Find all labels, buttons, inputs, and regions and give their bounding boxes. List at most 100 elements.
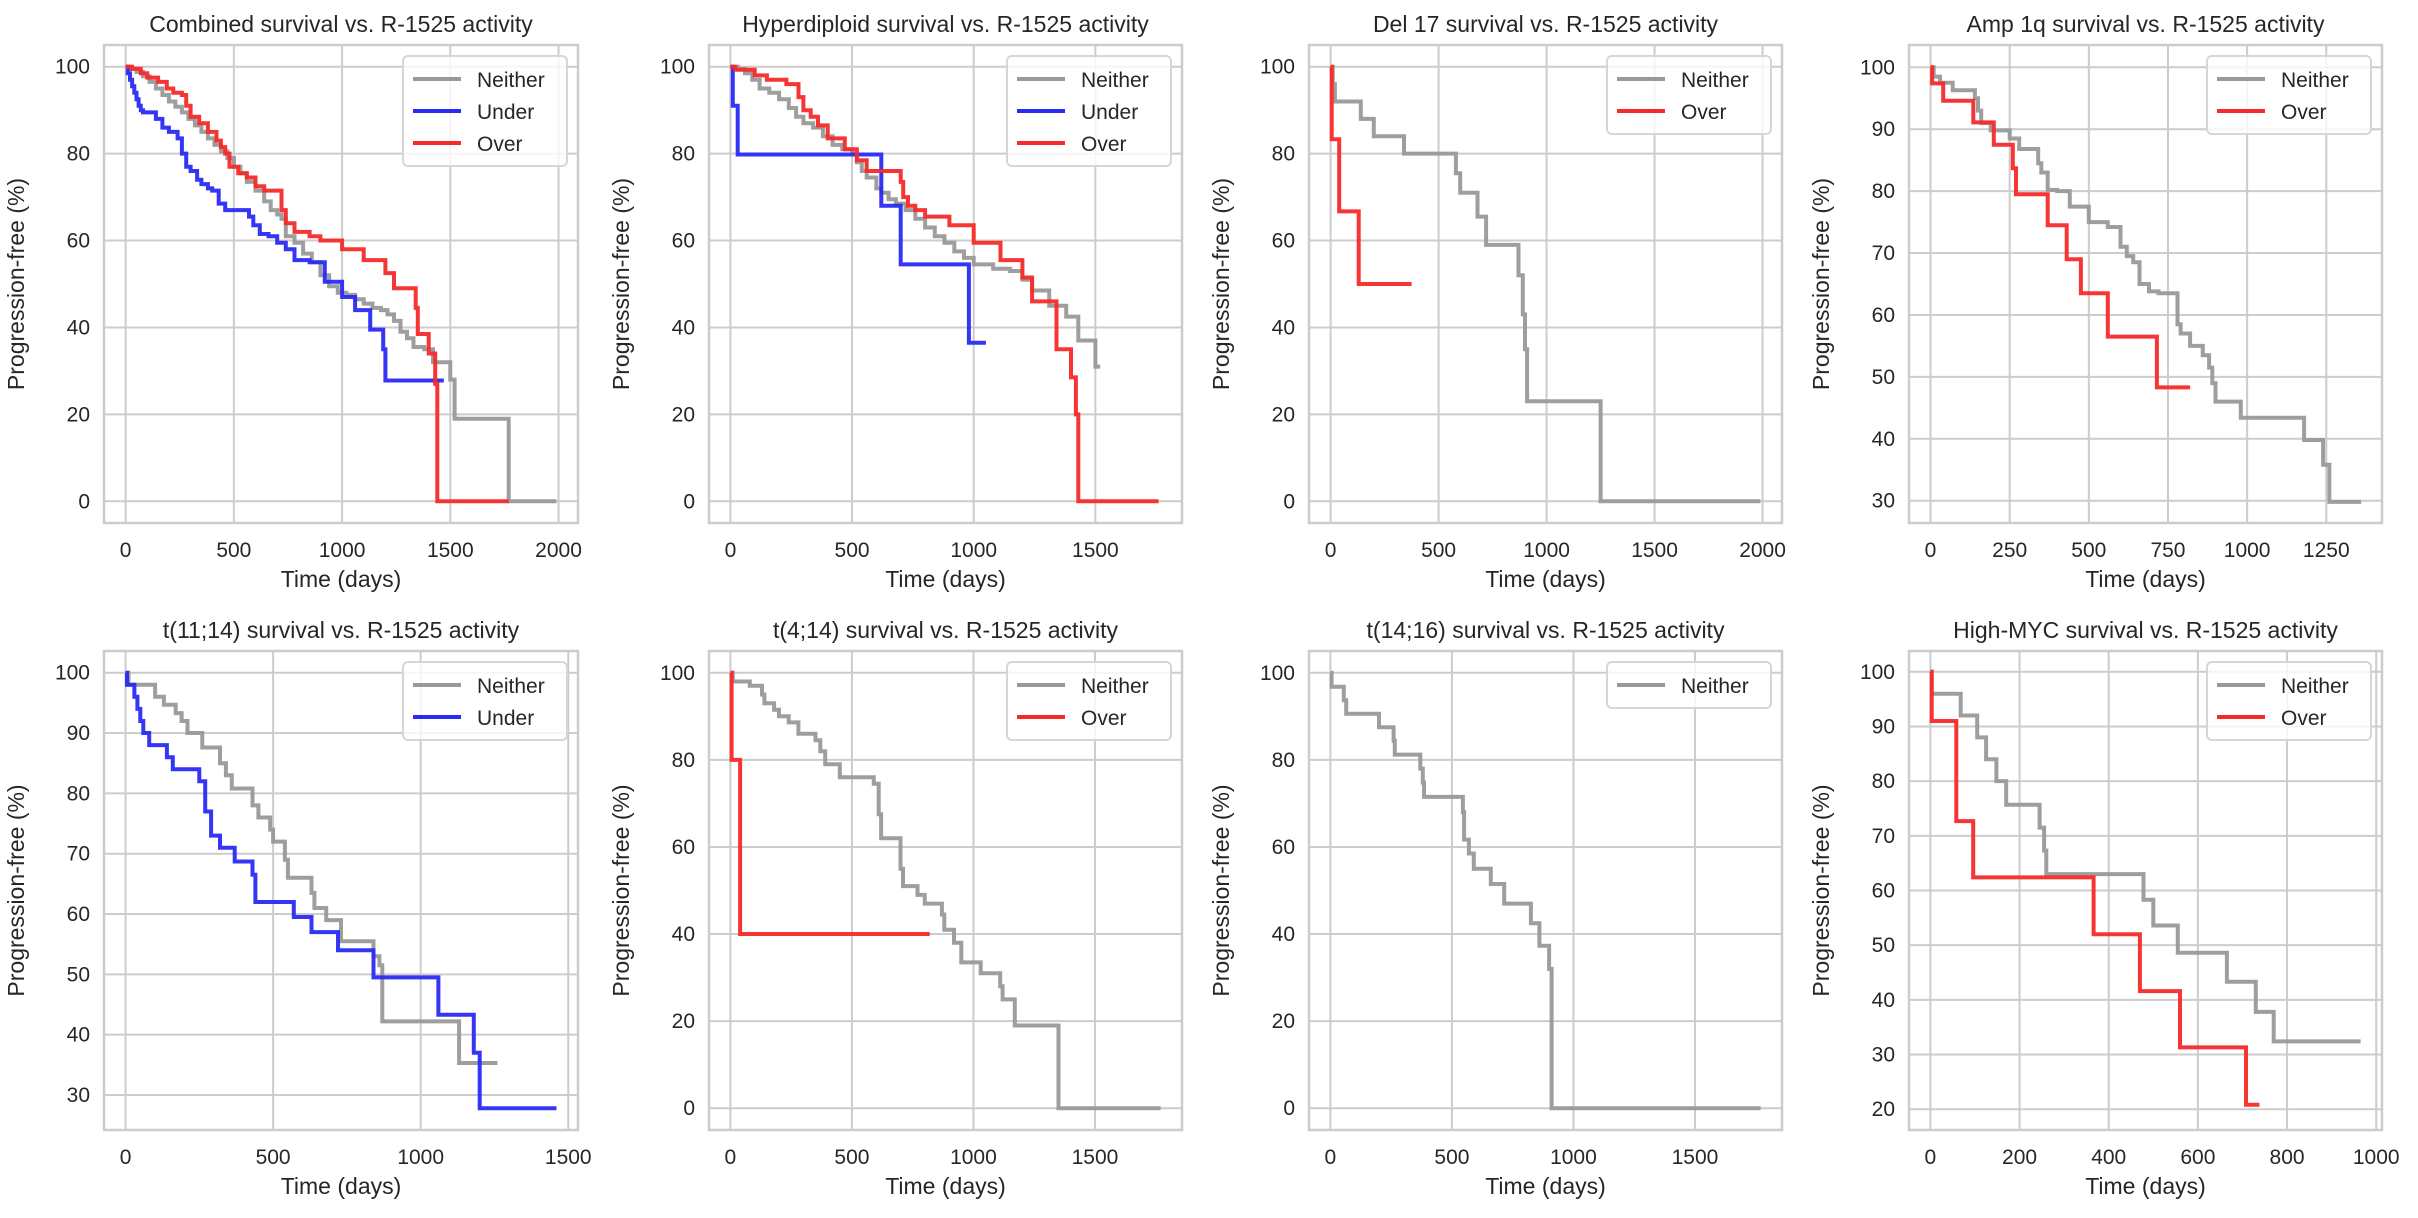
subplot-t-14-16: 0 500 1000 1500 0 20 40 60 80 100 t(14;16) surviva…	[1208, 617, 1784, 1199]
y-tick-label: 70	[1872, 242, 1895, 265]
y-tick-label: 80	[1272, 749, 1295, 772]
x-tick-label: 800	[2270, 1146, 2305, 1169]
series-line-neither	[1929, 669, 2361, 1044]
y-tick-label: 20	[672, 1010, 695, 1033]
x-tick-label: 0	[1325, 1146, 1337, 1169]
subplot-title: High-MYC survival vs. R-1525 activity	[1953, 617, 2338, 643]
x-tick-label: 500	[216, 539, 251, 562]
x-tick-label: 750	[2150, 539, 2185, 562]
y-tick-label: 100	[55, 662, 90, 685]
y-tick-label: 40	[1872, 428, 1895, 451]
y-tick-label: 70	[1872, 825, 1895, 848]
y-tick-label: 0	[1283, 1097, 1295, 1120]
y-tick-label: 0	[1283, 490, 1295, 513]
y-tick-label: 80	[672, 143, 695, 166]
y-tick-label: 90	[1872, 118, 1895, 141]
subplot-title: Amp 1q survival vs. R-1525 activity	[1967, 11, 2325, 37]
x-axis-label: Time (days)	[2085, 566, 2206, 592]
axes-frame	[102, 649, 580, 1132]
y-tick-label: 80	[1272, 143, 1295, 166]
legend-label-under: Under	[477, 101, 534, 124]
y-tick-label: 40	[67, 316, 90, 339]
x-tick-label: 1000	[319, 539, 366, 562]
y-tick-label: 50	[67, 963, 90, 986]
legend-label-neither: Neither	[1681, 69, 1749, 92]
y-tick-label: 40	[672, 316, 695, 339]
series-line-under	[125, 64, 444, 383]
y-axis-label: Progression-free (%)	[608, 178, 634, 390]
y-axis-label: Progression-free (%)	[3, 784, 29, 996]
axes-frame	[102, 43, 580, 525]
legend: Neither Over	[1006, 661, 1172, 741]
x-axis-label: Time (days)	[1485, 1173, 1606, 1199]
y-tick-label: 80	[1872, 770, 1895, 793]
x-tick-label: 0	[1925, 539, 1937, 562]
subplot-t-4-14: 0 500 1000 1500 0 20 40 60 80 100 t(4;14) survival…	[608, 617, 1184, 1199]
x-axis-label: Time (days)	[2085, 1173, 2206, 1199]
subplot-amp-1q: 0 250 500 750 1000 1250 30 40 50 60 70 80 90 100 Amp 1…	[1808, 11, 2384, 592]
x-tick-label: 2000	[1739, 539, 1786, 562]
x-tick-label: 0	[120, 1146, 132, 1169]
x-tick-label: 1500	[545, 1146, 592, 1169]
y-tick-label: 60	[67, 903, 90, 926]
y-tick-label: 20	[1872, 1098, 1895, 1121]
legend-box	[1006, 661, 1172, 741]
axes-frame	[1307, 649, 1784, 1132]
legend-label-under: Under	[477, 707, 534, 730]
x-tick-label: 0	[725, 1146, 737, 1169]
legend-label-neither: Neither	[1081, 69, 1149, 92]
series-line-neither	[125, 670, 498, 1065]
y-axis-label: Progression-free (%)	[1208, 784, 1234, 996]
x-tick-label: 1000	[2353, 1146, 2400, 1169]
x-tick-label: 500	[835, 539, 870, 562]
x-axis-label: Time (days)	[281, 1173, 402, 1199]
legend-label-neither: Neither	[2281, 675, 2349, 698]
legend: Neither Under Over	[1006, 55, 1172, 167]
x-axis-label: Time (days)	[885, 566, 1006, 592]
y-axis-label: Progression-free (%)	[1208, 178, 1234, 390]
x-tick-label: 1000	[1523, 539, 1570, 562]
y-tick-label: 50	[1872, 366, 1895, 389]
legend-label-neither: Neither	[477, 69, 545, 92]
y-tick-label: 80	[67, 143, 90, 166]
y-tick-label: 40	[67, 1024, 90, 1047]
y-tick-label: 40	[1272, 316, 1295, 339]
y-tick-label: 60	[1872, 304, 1895, 327]
legend-box	[1006, 55, 1172, 167]
subplot-high-myc: 0 200 400 600 800 1000 20 30 40 50 60 70 80 90 100 High…	[1808, 617, 2400, 1199]
subplot-title: Del 17 survival vs. R-1525 activity	[1373, 11, 1719, 37]
subplot-title: Hyperdiploid survival vs. R-1525 activit…	[742, 11, 1149, 37]
x-tick-label: 1500	[1072, 1146, 1119, 1169]
legend-label-neither: Neither	[1081, 675, 1149, 698]
y-tick-label: 100	[660, 56, 695, 79]
x-tick-label: 1000	[2224, 539, 2271, 562]
series-line-over	[125, 64, 509, 504]
x-tick-label: 600	[2180, 1146, 2215, 1169]
legend-label-over: Over	[1081, 133, 1127, 156]
series-line-neither	[125, 64, 557, 504]
subplot-t-11-14: 0 500 1000 1500 30 40 50 60 70 80 90 100 t(11;14) su…	[3, 617, 592, 1199]
y-tick-label: 60	[672, 836, 695, 859]
x-tick-label: 500	[256, 1146, 291, 1169]
y-axis-label: Progression-free (%)	[1808, 178, 1834, 390]
y-axis-label: Progression-free (%)	[1808, 784, 1834, 996]
series-line-over	[1930, 65, 2191, 390]
x-tick-label: 1000	[397, 1146, 444, 1169]
y-tick-label: 20	[1272, 403, 1295, 426]
y-tick-label: 100	[1860, 56, 1895, 79]
series-line-neither	[1930, 65, 2362, 504]
x-tick-label: 1000	[1550, 1146, 1597, 1169]
x-tick-label: 400	[2091, 1146, 2126, 1169]
axes-frame	[707, 649, 1184, 1132]
legend: Neither Over	[1606, 55, 1772, 135]
legend-label-neither: Neither	[477, 675, 545, 698]
legend-label-over: Over	[1681, 101, 1727, 124]
series-line-neither	[1330, 64, 1761, 504]
y-tick-label: 80	[67, 782, 90, 805]
y-tick-label: 30	[1872, 1044, 1895, 1067]
x-tick-label: 200	[2002, 1146, 2037, 1169]
legend-box	[402, 661, 568, 741]
y-tick-label: 40	[1872, 989, 1895, 1012]
y-tick-label: 100	[660, 662, 695, 685]
